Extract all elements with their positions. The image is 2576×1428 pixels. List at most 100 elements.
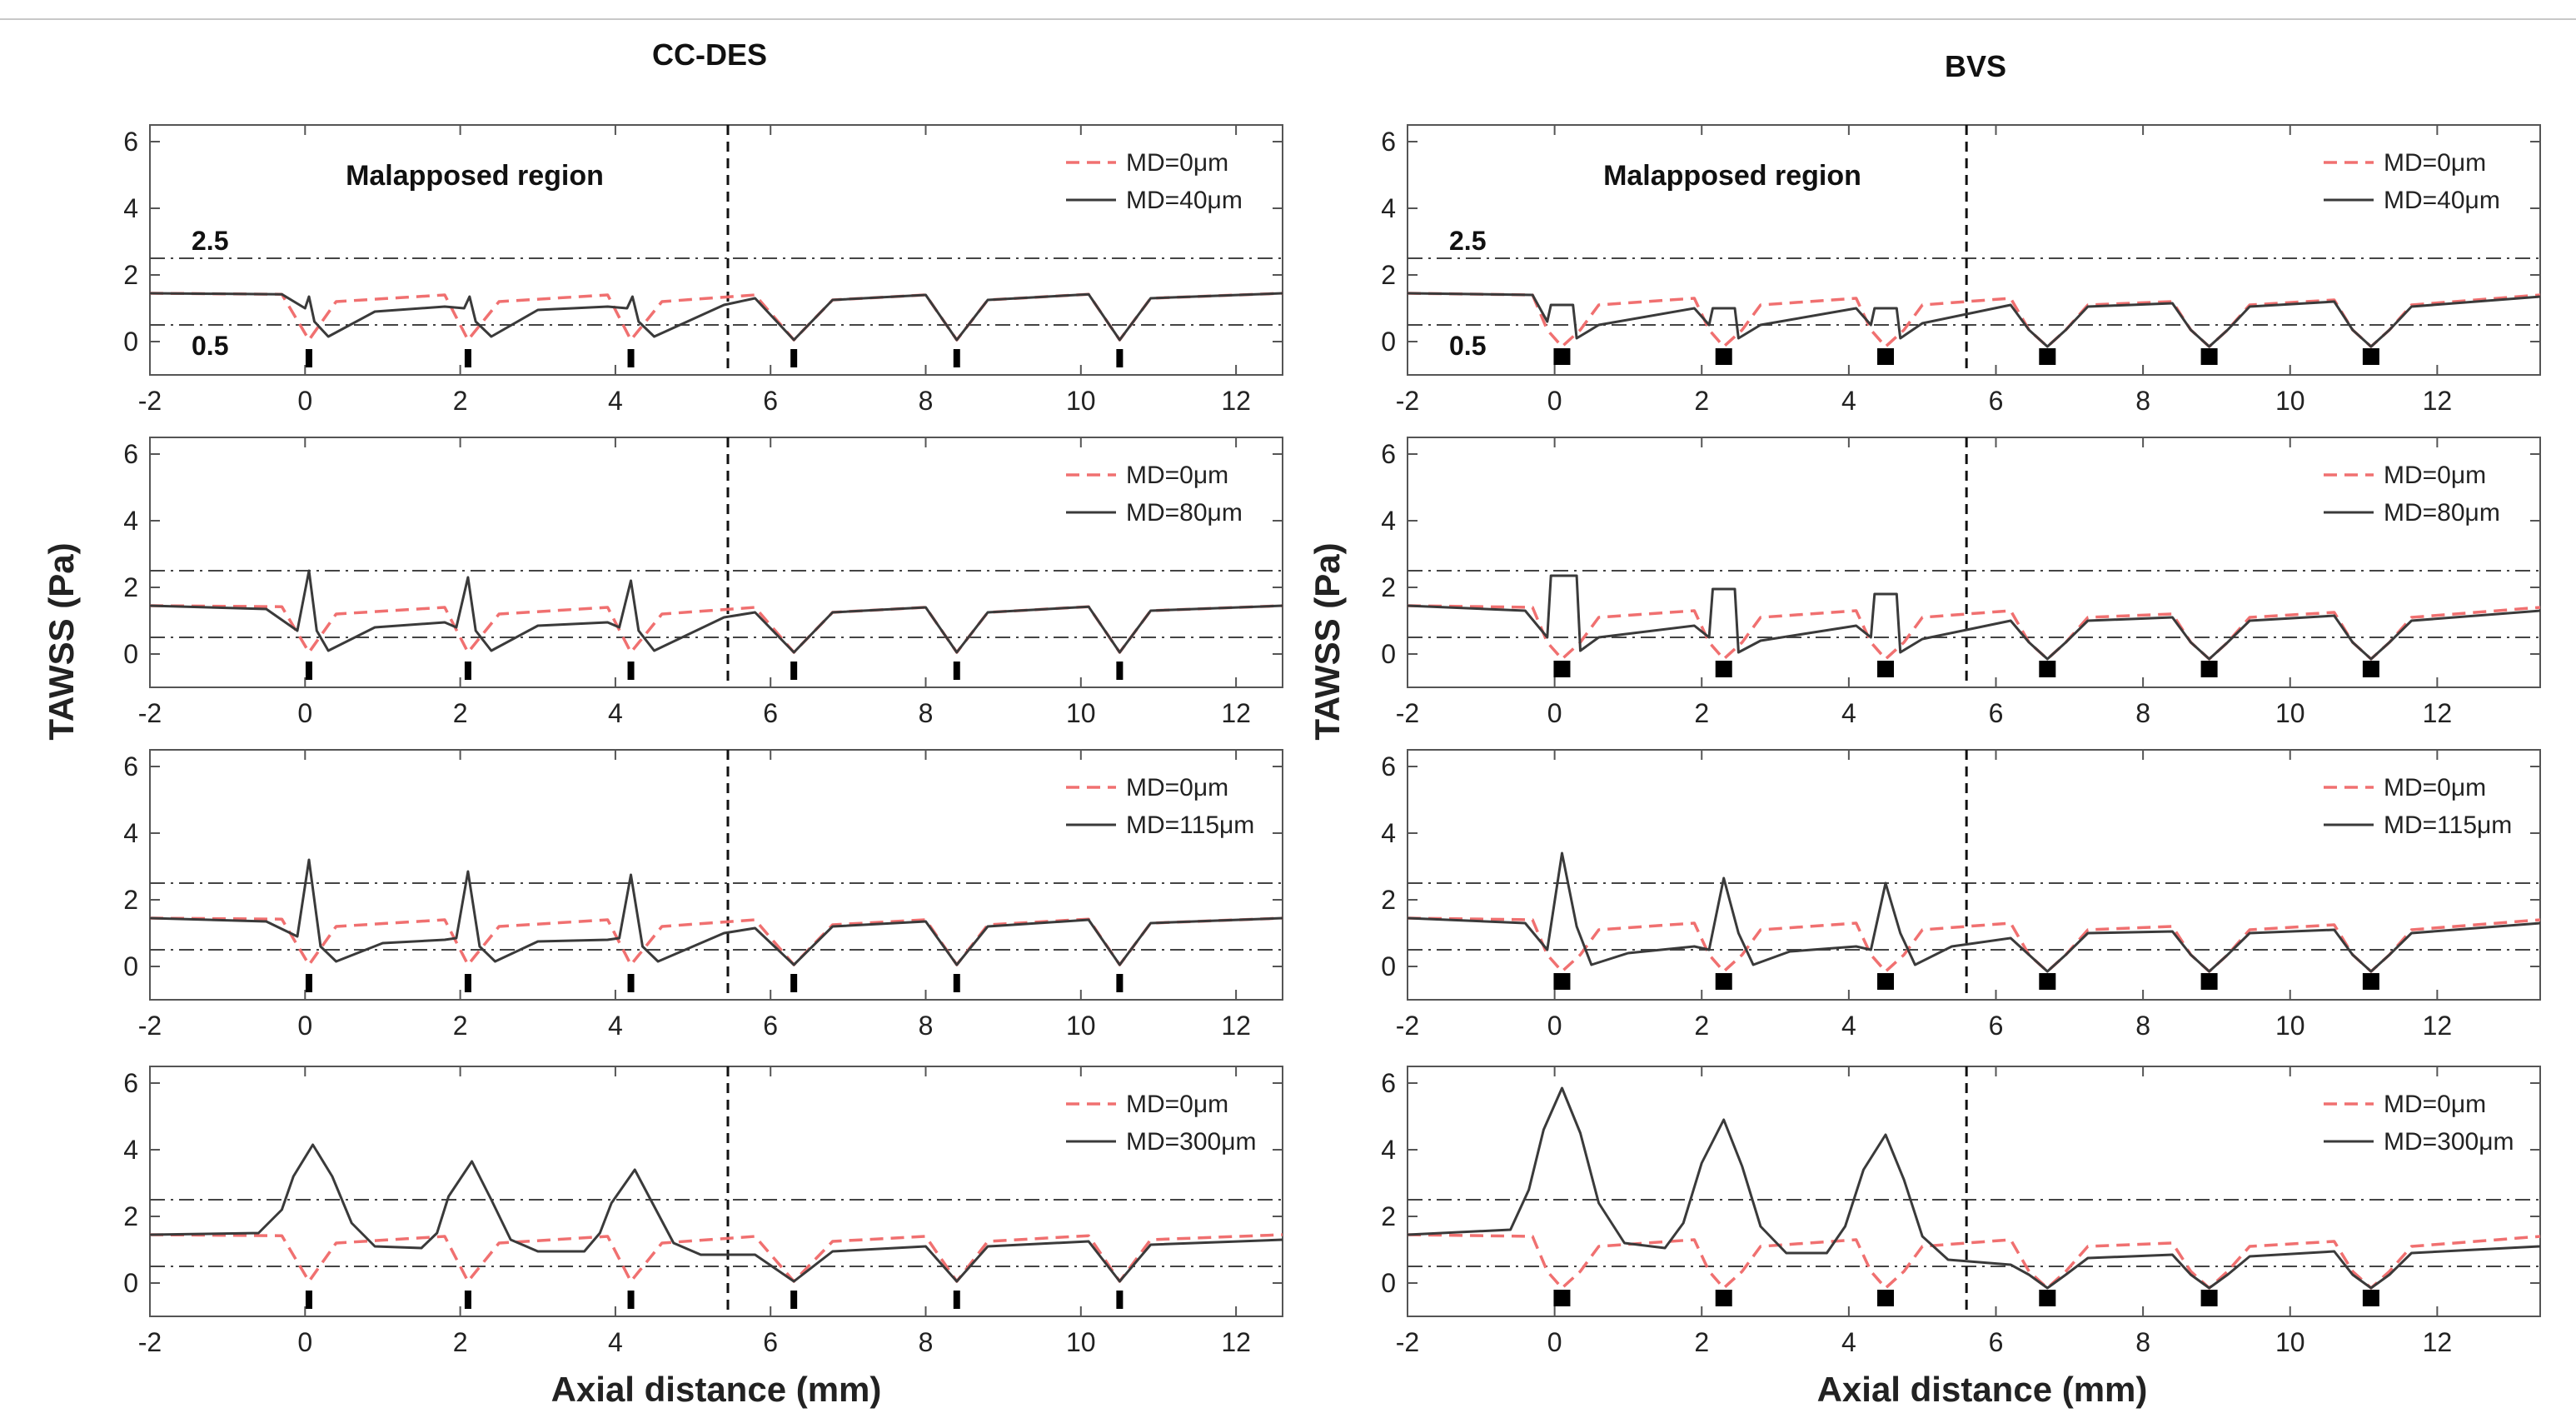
y-tick-label: 2 bbox=[1381, 572, 1396, 602]
x-tick-label: 2 bbox=[453, 698, 468, 728]
plot-frame bbox=[1407, 437, 2541, 688]
y-tick-label: 2 bbox=[123, 572, 138, 602]
x-tick-label: -2 bbox=[1396, 386, 1419, 416]
y-tick-label: 6 bbox=[123, 439, 138, 469]
reference-label-low: 0.5 bbox=[192, 331, 228, 361]
x-tick-label: 2 bbox=[1694, 698, 1709, 728]
x-tick-label: 2 bbox=[1694, 386, 1709, 416]
x-tick-label: 12 bbox=[2423, 386, 2453, 416]
x-tick-label: 6 bbox=[763, 386, 778, 416]
x-tick-label: -2 bbox=[138, 1011, 162, 1041]
x-tick-label: 2 bbox=[1694, 1327, 1709, 1357]
x-tick-label: 10 bbox=[2275, 698, 2305, 728]
x-tick-label: 6 bbox=[1989, 1327, 2004, 1357]
y-tick-label: 0 bbox=[1381, 639, 1396, 669]
y-tick-label: 2 bbox=[1381, 885, 1396, 915]
x-tick-label: 2 bbox=[1694, 1011, 1709, 1041]
strut-marker bbox=[1715, 1290, 1732, 1306]
legend-label-md-high: MD=40μm bbox=[1126, 187, 1243, 214]
series-line-md-0 bbox=[1407, 292, 2541, 348]
strut-marker bbox=[2362, 1290, 2379, 1306]
strut-marker bbox=[1116, 974, 1124, 992]
y-tick-label: 0 bbox=[123, 639, 138, 669]
x-tick-label: -2 bbox=[138, 386, 162, 416]
strut-marker bbox=[2200, 1290, 2218, 1306]
y-tick-label: 0 bbox=[123, 327, 138, 357]
y-tick-label: 4 bbox=[123, 506, 138, 536]
x-tick-label: 10 bbox=[1066, 1011, 1096, 1041]
strut-marker bbox=[2362, 661, 2379, 677]
x-tick-label: 6 bbox=[1989, 386, 2004, 416]
x-tick-label: 8 bbox=[919, 386, 934, 416]
x-tick-label: 0 bbox=[297, 698, 312, 728]
top-rule bbox=[0, 18, 2576, 20]
x-tick-label: 0 bbox=[1547, 386, 1562, 416]
strut-marker bbox=[1877, 348, 1895, 365]
x-tick-label: 8 bbox=[2135, 1327, 2150, 1357]
strut-marker bbox=[2200, 973, 2218, 990]
strut-marker bbox=[1877, 661, 1895, 677]
plot-frame bbox=[1407, 124, 2541, 376]
legend-label-md-0: MD=0μm bbox=[1126, 462, 1228, 489]
left-column-title: CC-DES bbox=[652, 37, 767, 72]
strut-marker bbox=[2039, 348, 2056, 365]
x-tick-label: 6 bbox=[763, 1011, 778, 1041]
legend-label-md-0: MD=0μm bbox=[2384, 1091, 2486, 1118]
malapposed-region-label: Malapposed region bbox=[346, 160, 604, 192]
x-tick-label: 6 bbox=[1989, 1011, 2004, 1041]
y-tick-label: 6 bbox=[123, 1068, 138, 1098]
x-tick-label: 4 bbox=[1841, 386, 1856, 416]
x-tick-label: 8 bbox=[919, 1011, 934, 1041]
legend-label-md-high: MD=115μm bbox=[1126, 811, 1254, 839]
x-tick-label: 2 bbox=[453, 386, 468, 416]
y-tick-label: 0 bbox=[1381, 1268, 1396, 1298]
strut-marker bbox=[2362, 348, 2379, 365]
strut-marker bbox=[464, 974, 471, 992]
y-tick-label: 2 bbox=[123, 885, 138, 915]
series-line-md-high bbox=[1407, 292, 2541, 348]
y-tick-label: 4 bbox=[1381, 818, 1396, 848]
x-tick-label: 0 bbox=[1547, 698, 1562, 728]
x-tick-label: 10 bbox=[2275, 1327, 2305, 1357]
x-tick-label: 12 bbox=[1221, 1327, 1251, 1357]
strut-marker bbox=[953, 349, 960, 367]
strut-marker bbox=[627, 662, 635, 680]
strut-marker bbox=[627, 1291, 635, 1309]
y-tick-label: 4 bbox=[123, 818, 138, 848]
plot-frame bbox=[1407, 749, 2541, 1001]
strut-marker bbox=[790, 662, 798, 680]
strut-marker bbox=[2039, 661, 2056, 677]
y-tick-label: 2 bbox=[123, 260, 138, 290]
y-tick-label: 6 bbox=[1381, 127, 1396, 157]
series-line-md-high bbox=[1407, 851, 2541, 973]
legend-label-md-0: MD=0μm bbox=[1126, 774, 1228, 801]
x-tick-label: 8 bbox=[2135, 1011, 2150, 1041]
reference-label-low: 0.5 bbox=[1449, 331, 1486, 361]
x-tick-label: -2 bbox=[1396, 1011, 1419, 1041]
strut-marker bbox=[305, 1291, 312, 1309]
plot-frame bbox=[149, 749, 1283, 1001]
strut-marker bbox=[953, 974, 960, 992]
x-tick-label: 4 bbox=[1841, 698, 1856, 728]
series-line-md-high bbox=[149, 292, 1283, 342]
x-tick-label: 10 bbox=[1066, 1327, 1096, 1357]
y-tick-label: 0 bbox=[123, 1268, 138, 1298]
right-x-axis-label: Axial distance (mm) bbox=[1817, 1370, 2148, 1409]
strut-marker bbox=[2200, 348, 2218, 365]
x-tick-label: -2 bbox=[1396, 698, 1419, 728]
series-line-md-0 bbox=[1407, 1233, 2541, 1290]
x-tick-label: 8 bbox=[2135, 386, 2150, 416]
x-tick-label: 10 bbox=[1066, 386, 1096, 416]
strut-marker bbox=[2039, 1290, 2056, 1306]
y-tick-label: 2 bbox=[123, 1201, 138, 1231]
right-column-title: BVS bbox=[1945, 49, 2006, 83]
strut-marker bbox=[953, 662, 960, 680]
strut-marker bbox=[1553, 348, 1571, 365]
strut-marker bbox=[1715, 661, 1732, 677]
x-tick-label: 12 bbox=[1221, 386, 1251, 416]
